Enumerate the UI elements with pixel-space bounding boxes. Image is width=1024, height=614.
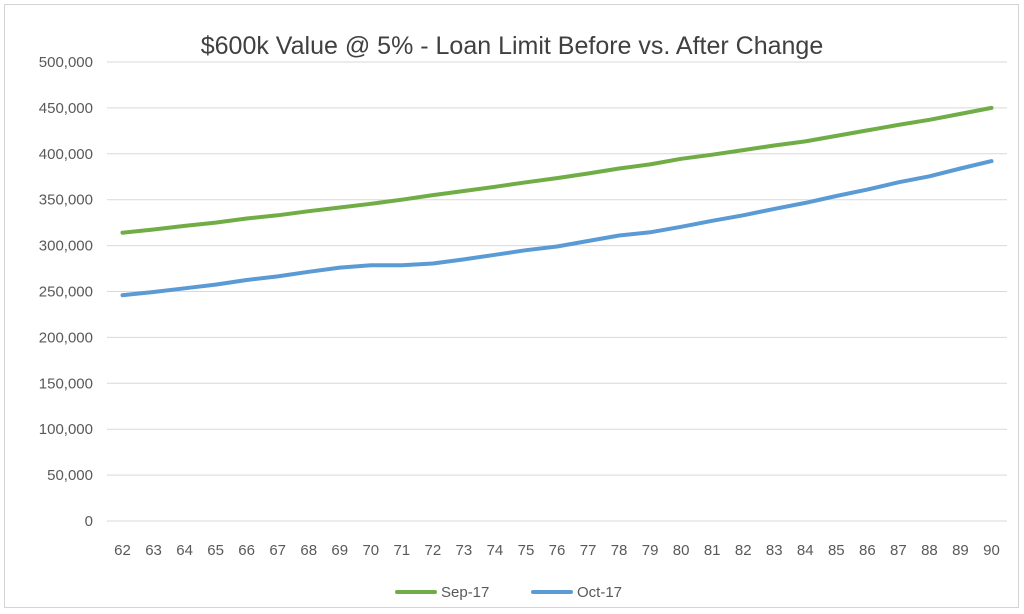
y-tick-label: 350,000 — [39, 192, 93, 209]
x-tick-label: 65 — [207, 542, 224, 559]
x-tick-label: 84 — [797, 542, 814, 559]
x-tick-label: 88 — [921, 542, 938, 559]
x-tick-label: 85 — [828, 542, 845, 559]
x-axis-tick-labels: 62 63 64 65 66 67 68 69 70 71 72 73 74 75 76 77 78 79 80 81… — [114, 542, 1000, 559]
x-tick-label: 76 — [549, 542, 566, 559]
gridlines — [107, 61, 1007, 522]
y-tick-label: 500,000 — [39, 54, 93, 71]
x-tick-label: 73 — [456, 542, 473, 559]
x-tick-label: 63 — [145, 542, 162, 559]
y-tick-label: 200,000 — [39, 329, 93, 346]
x-tick-label: 74 — [487, 542, 504, 559]
x-tick-label: 64 — [176, 542, 193, 559]
legend-label: Sep-17 — [441, 584, 489, 601]
chart-area: $600k Value @ 5% - Loan Limit Before vs.… — [4, 4, 1019, 608]
x-tick-label: 67 — [269, 542, 286, 559]
x-tick-label: 81 — [704, 542, 721, 559]
y-tick-label: 100,000 — [39, 421, 93, 438]
x-tick-label: 78 — [611, 542, 628, 559]
y-tick-label: 300,000 — [39, 238, 93, 255]
x-tick-label: 89 — [952, 542, 969, 559]
y-tick-label: 250,000 — [39, 284, 93, 301]
x-tick-label: 82 — [735, 542, 752, 559]
x-tick-label: 86 — [859, 542, 876, 559]
legend: Sep-17 Oct-17 — [395, 584, 622, 601]
x-tick-label: 68 — [300, 542, 317, 559]
x-tick-label: 71 — [393, 542, 410, 559]
chart-title: $600k Value @ 5% - Loan Limit Before vs.… — [201, 32, 824, 60]
x-tick-label: 70 — [362, 542, 379, 559]
y-tick-label: 450,000 — [39, 100, 93, 117]
x-tick-label: 79 — [642, 542, 659, 559]
x-tick-label: 87 — [890, 542, 907, 559]
x-tick-label: 69 — [331, 542, 348, 559]
series-line-oct-17 — [120, 159, 994, 298]
x-tick-label: 77 — [580, 542, 597, 559]
y-tick-label: 50,000 — [47, 467, 93, 484]
y-tick-label: 400,000 — [39, 146, 93, 163]
x-tick-label: 72 — [425, 542, 442, 559]
x-tick-label: 75 — [518, 542, 535, 559]
y-tick-label: 0 — [85, 513, 93, 530]
line-chart: $600k Value @ 5% - Loan Limit Before vs.… — [39, 32, 1007, 601]
x-tick-label: 62 — [114, 542, 131, 559]
y-axis-tick-labels: 0 50,000 100,000 150,000 200,000 250,000 300,0… — [39, 54, 93, 530]
x-tick-label: 80 — [673, 542, 690, 559]
series-line-sep-17 — [120, 105, 994, 235]
x-tick-label: 90 — [983, 542, 1000, 559]
x-tick-label: 66 — [238, 542, 255, 559]
legend-label: Oct-17 — [577, 584, 622, 601]
series-lines — [120, 105, 994, 298]
y-tick-label: 150,000 — [39, 375, 93, 392]
x-tick-label: 83 — [766, 542, 783, 559]
